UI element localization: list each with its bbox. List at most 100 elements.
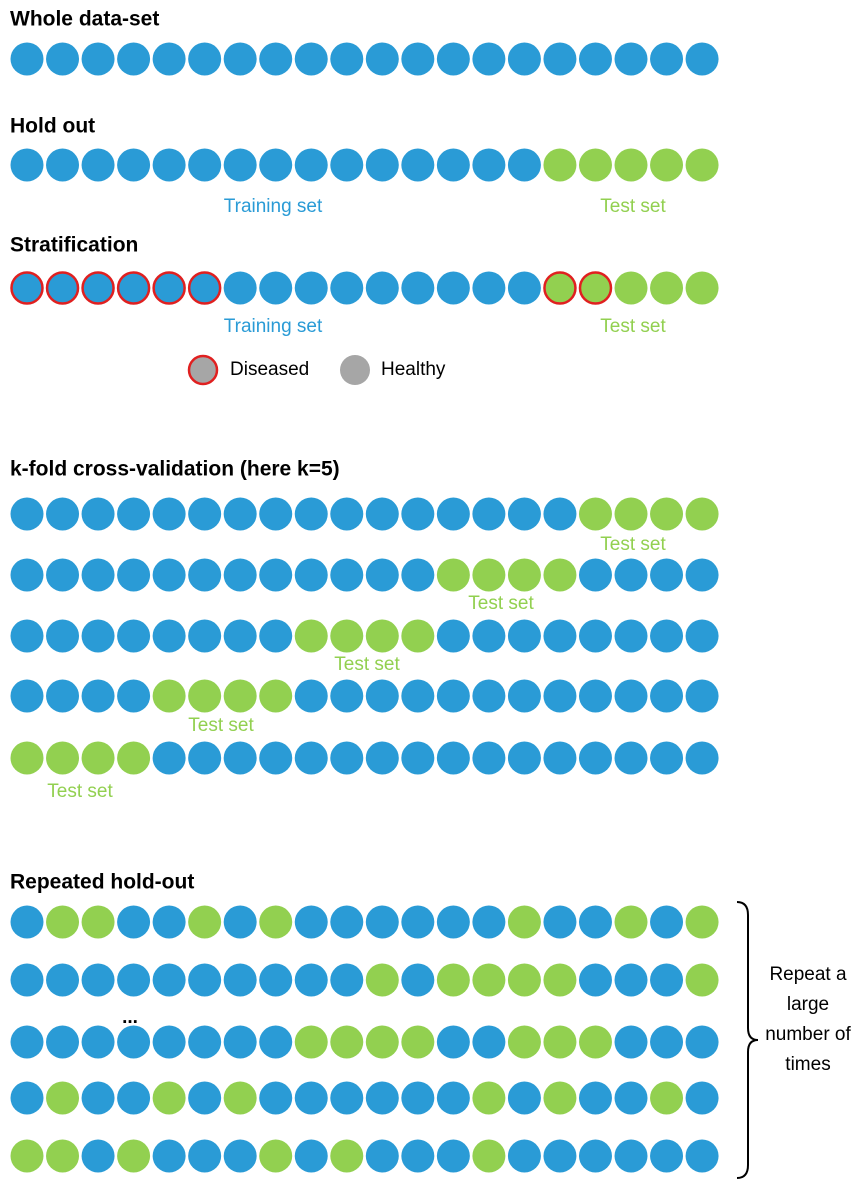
sample-dot [365,619,399,653]
sample-dot [117,619,151,653]
label: number of [765,1024,851,1045]
sample-dot [436,679,470,713]
sample-dot [116,271,151,305]
sample-dot [578,271,613,305]
sample-dot [685,905,719,939]
sample-dot [685,619,719,653]
sample-dot [152,905,186,939]
sample-dot [117,42,151,76]
sample-dot [259,1139,293,1173]
sample-dot [578,1139,612,1173]
sample-dot [46,1081,80,1115]
label: ... [122,1007,138,1028]
sample-dot [614,905,648,939]
sample-dot [401,905,435,939]
section-title: Whole data-set [10,8,159,31]
sample-dot [10,42,44,76]
sample-dot [614,741,648,775]
sample-dot [330,42,364,76]
sample-dot [46,963,80,997]
sample-dot [259,679,293,713]
sample-dot [330,271,364,305]
sample-dot [365,741,399,775]
label: Diseased [230,359,309,380]
sample-dot [188,558,222,592]
sample-dot [294,1081,328,1115]
sample-dot [259,271,293,305]
sample-dot [223,1139,257,1173]
sample-dot [223,271,257,305]
label: Test set [334,654,400,675]
sample-dot [650,271,684,305]
sample-dot [365,558,399,592]
sample-dot [10,963,44,997]
sample-dot [10,741,44,775]
sample-dot [507,271,541,305]
sample-dot [188,619,222,653]
sample-dot [117,905,151,939]
section-title: k-fold cross-validation (here k=5) [10,458,340,481]
sample-dot [330,558,364,592]
sample-dot [188,1139,222,1173]
sample-dot [81,42,115,76]
sample-dot [46,905,80,939]
sample-dot [365,1081,399,1115]
sample-dot [259,619,293,653]
sample-dot [10,1139,44,1173]
sample-dot [401,148,435,182]
sample-dot [330,497,364,531]
sample-dot [152,558,186,592]
sample-dot [294,1025,328,1059]
sample-dot [10,679,44,713]
sample-dot [152,679,186,713]
sample-dot [152,963,186,997]
sample-dot [223,558,257,592]
sample-dot [472,148,506,182]
label: Test set [600,534,666,555]
sample-dot [188,905,222,939]
sample-dot [614,148,648,182]
sample-dot [650,1081,684,1115]
sample-dot [152,148,186,182]
sample-dot [152,741,186,775]
label: Test set [600,316,666,337]
sample-dot [685,1081,719,1115]
sample-dot [365,963,399,997]
sample-dot [685,497,719,531]
sample-dot [401,741,435,775]
sample-dot [401,1081,435,1115]
sample-dot [259,963,293,997]
sample-dot [152,619,186,653]
sample-dot [472,619,506,653]
sample-dot [436,905,470,939]
sample-dot [685,679,719,713]
sample-dot [650,1139,684,1173]
sample-dot [507,558,541,592]
sample-dot [223,1081,257,1115]
sample-dot [81,619,115,653]
sample-dot [650,619,684,653]
legend-dot [187,354,219,386]
sample-dot [543,741,577,775]
sample-dot [365,679,399,713]
sample-dot [365,148,399,182]
sample-dot [294,963,328,997]
sample-dot [614,963,648,997]
sample-dot [436,42,470,76]
sample-dot [436,497,470,531]
sample-dot [223,1025,257,1059]
sample-dot [507,497,541,531]
sample-dot [152,42,186,76]
sample-dot [614,619,648,653]
sample-dot [507,1081,541,1115]
section-title: Stratification [10,234,138,257]
sample-dot [507,42,541,76]
sample-dot [472,1139,506,1173]
sample-dot [117,963,151,997]
sample-dot [294,558,328,592]
sample-dot [330,741,364,775]
sample-dot [365,905,399,939]
sample-dot [365,271,399,305]
sample-dot [685,271,719,305]
